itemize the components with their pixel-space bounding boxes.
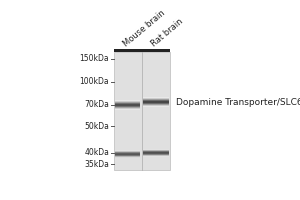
Text: 150kDa: 150kDa	[80, 54, 109, 63]
Bar	[142, 153, 169, 154]
Text: 70kDa: 70kDa	[84, 100, 109, 109]
Bar	[116, 105, 140, 106]
Bar	[142, 103, 169, 104]
Bar	[116, 109, 140, 110]
Bar	[116, 102, 140, 103]
Bar	[142, 151, 169, 152]
Bar	[142, 150, 169, 151]
Bar	[116, 150, 140, 151]
Bar	[116, 154, 140, 155]
Bar	[116, 101, 140, 102]
Bar	[116, 107, 140, 108]
Bar	[142, 149, 169, 150]
Bar	[142, 99, 169, 100]
Text: Rat brain: Rat brain	[150, 17, 185, 49]
Bar	[142, 100, 169, 101]
Bar	[116, 104, 140, 105]
Text: Mouse brain: Mouse brain	[122, 8, 167, 49]
Bar	[142, 156, 169, 157]
Bar	[142, 152, 169, 153]
Bar	[142, 154, 169, 155]
Bar	[142, 102, 169, 103]
Bar	[116, 153, 140, 154]
Text: 100kDa: 100kDa	[80, 77, 109, 86]
Bar	[142, 155, 169, 156]
Bar	[116, 152, 140, 153]
Bar	[116, 157, 140, 158]
Bar	[114, 49, 170, 52]
Bar	[114, 52, 170, 170]
Text: 40kDa: 40kDa	[84, 148, 109, 157]
Bar	[116, 151, 140, 152]
Text: Dopamine Transporter/SLC6A3: Dopamine Transporter/SLC6A3	[176, 98, 300, 107]
Bar	[116, 156, 140, 157]
Bar	[142, 97, 169, 98]
Bar	[116, 106, 140, 107]
Bar	[116, 108, 140, 109]
Bar	[116, 103, 140, 104]
Bar	[142, 101, 169, 102]
Bar	[142, 104, 169, 105]
Bar	[116, 100, 140, 101]
Bar	[116, 155, 140, 156]
Bar	[142, 106, 169, 107]
Bar	[142, 105, 169, 106]
Text: 35kDa: 35kDa	[84, 160, 109, 169]
Text: 50kDa: 50kDa	[84, 122, 109, 131]
Bar	[142, 98, 169, 99]
